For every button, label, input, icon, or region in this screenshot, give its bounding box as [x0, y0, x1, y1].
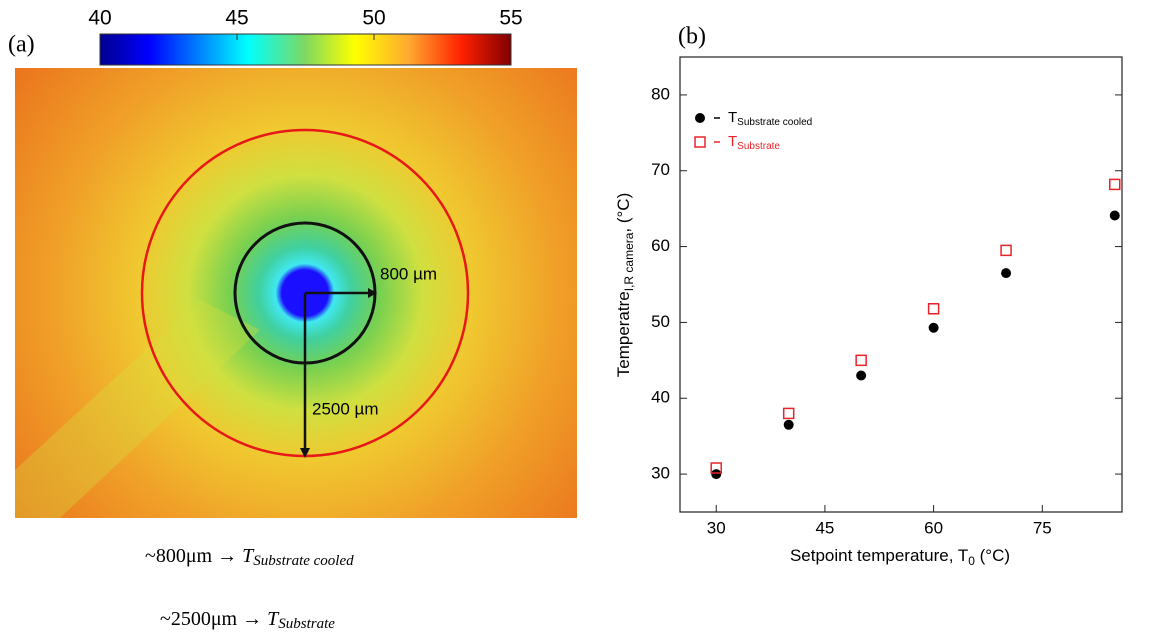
panel-a: (a) 800 µm 2500 µm ~800μm → TSubstrate c… [8, 32, 577, 633]
colorbar-tick-label: 50 [362, 7, 385, 30]
legend-marker [694, 136, 706, 148]
caption: ~2500μm → TSubstrate [160, 608, 335, 633]
point [1109, 178, 1121, 191]
point [928, 322, 939, 333]
legend-symbol: T [728, 109, 737, 126]
panel-b: (b) Setpoint temperature, T0 (°C) Temper… [614, 24, 1123, 568]
caption-sub: Substrate [278, 616, 335, 632]
y-label-main: Temperatre [614, 291, 633, 377]
y-tick-label: 80 [651, 84, 670, 103]
point [855, 354, 867, 367]
arrowhead [368, 288, 377, 298]
stripe [15, 300, 260, 518]
y-axis-label: TemperatreI,R camera, (°C) [614, 193, 636, 378]
x-tick-label: 75 [1033, 518, 1052, 537]
thermal-image [15, 68, 577, 518]
caption: ~800μm → TSubstrate cooled [145, 545, 354, 570]
colorbar [99, 33, 512, 66]
colorbar-tick-label: 45 [225, 7, 248, 30]
y-label-unit: , (°C) [614, 193, 633, 233]
point [783, 419, 794, 430]
y-label-sub: I,R camera [622, 232, 636, 291]
arrowhead [300, 448, 310, 458]
x-tick-label: 60 [924, 518, 943, 537]
y-tick-label: 40 [651, 388, 670, 407]
y-tick-label: 50 [651, 312, 670, 331]
x-axis-label: Setpoint temperature, T0 (°C) [790, 546, 1010, 568]
point [710, 462, 722, 474]
x-label-main: Setpoint temperature, T [790, 546, 968, 565]
point [1001, 268, 1012, 279]
y-tick-label: 30 [651, 464, 670, 483]
point [1109, 210, 1120, 221]
caption-text: ~800μm → [145, 545, 237, 567]
caption-text: ~2500μm → [160, 608, 262, 630]
annotation: 2500 µm [312, 399, 379, 418]
x-tick-label: 30 [707, 518, 726, 537]
legend-entry: TSubstrate [728, 133, 780, 152]
point [711, 469, 722, 480]
x-label-sub: 0 [968, 554, 975, 568]
caption-sub: Substrate cooled [253, 553, 354, 569]
annotation: 800 µm [380, 264, 437, 283]
colorbar-tick-label: 40 [88, 7, 111, 30]
legend-entry: TSubstrate cooled [728, 109, 812, 128]
panel-label: (b) [678, 24, 706, 50]
x-label-unit: (°C) [975, 546, 1010, 565]
panel-label: (a) [8, 32, 35, 58]
caption-var: T [267, 608, 280, 630]
x-tick-label: 45 [815, 518, 834, 537]
caption-var: T [242, 545, 255, 567]
plot-frame [679, 56, 1123, 513]
point [856, 370, 867, 381]
point [927, 303, 940, 315]
legend-name: Substrate [737, 141, 780, 152]
legend-marker [695, 113, 705, 123]
point [782, 407, 795, 420]
y-tick-label: 70 [651, 160, 670, 179]
legend-name: Substrate cooled [737, 117, 812, 128]
point [1000, 244, 1012, 257]
legend-symbol: T [728, 133, 737, 150]
y-tick-label: 60 [651, 236, 670, 255]
colorbar-tick-label: 55 [499, 7, 522, 30]
